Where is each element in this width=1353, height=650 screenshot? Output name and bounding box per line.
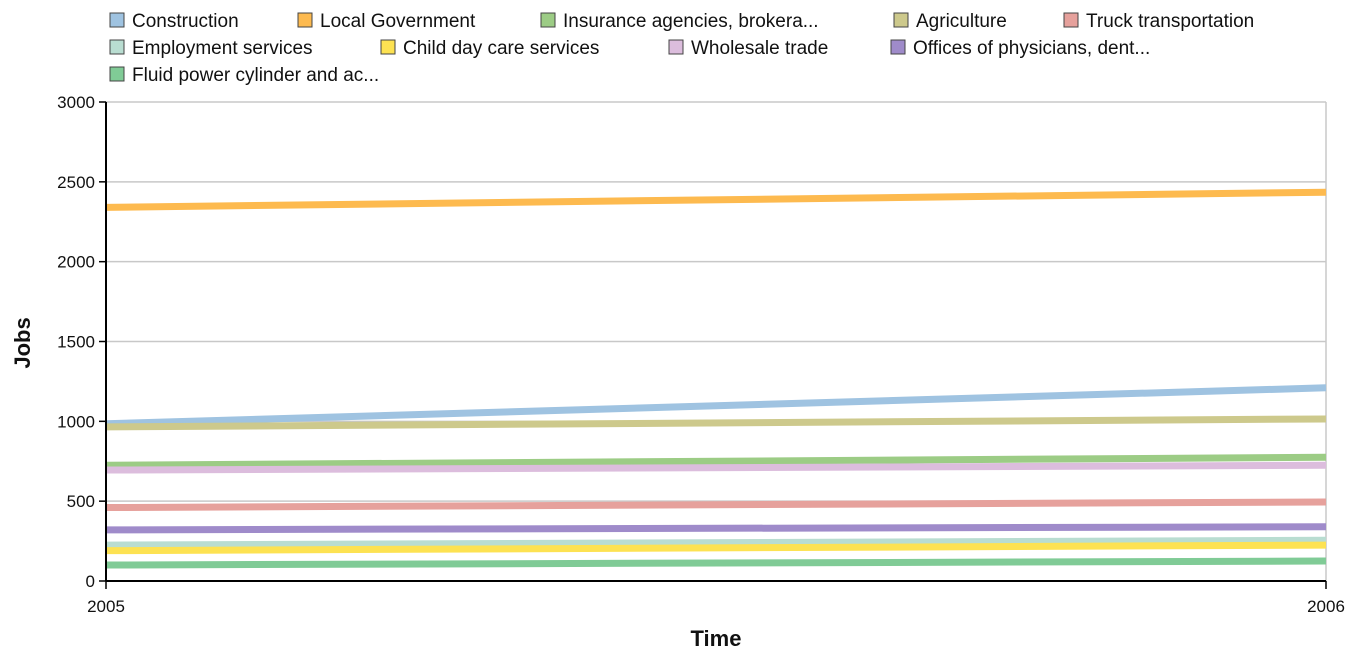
y-tick-label: 2000 [57,253,95,272]
legend-label: Agriculture [916,11,1007,32]
y-tick-label: 3000 [57,93,95,112]
legend-item[interactable]: Offices of physicians, dent... [890,38,1150,59]
legend-label: Child day care services [403,38,599,59]
legend-item[interactable]: Construction [109,11,239,32]
legend-label: Local Government [320,11,476,32]
legend-label: Offices of physicians, dent... [913,38,1150,59]
legend-swatch [109,66,125,82]
legend-label: Employment services [132,38,313,59]
legend-item[interactable]: Agriculture [893,11,1007,32]
x-axis-title: Time [691,626,742,650]
legend-label: Insurance agencies, brokera... [563,11,819,32]
legend-swatch [890,39,906,55]
legend-label: Fluid power cylinder and ac... [132,65,379,86]
y-tick-label: 1000 [57,412,95,431]
legend-label: Wholesale trade [691,38,828,59]
y-tick-label: 500 [67,492,95,511]
series-line [105,461,1327,474]
series-line [105,188,1327,211]
legend-swatch [1063,12,1079,28]
series-line [105,541,1327,555]
series-line [105,453,1327,469]
legend-swatch [380,39,396,55]
series-line [105,557,1327,569]
axes: Jobs Time 0 500 1000 1500 2000 2500 3000 2005 20… [10,93,1345,650]
y-tick-label: 0 [86,572,95,591]
x-tick-label: 2005 [87,597,125,616]
legend-swatch [297,12,313,28]
series-line [105,536,1327,549]
y-tick-label: 1500 [57,333,95,352]
legend-item[interactable]: Child day care services [380,38,599,59]
legend: Construction Local Government Insurance ag… [109,11,1254,86]
legend-swatch [109,12,125,28]
legend-item[interactable]: Local Government [297,11,476,32]
legend-label: Construction [132,11,239,32]
legend-swatch [893,12,909,28]
series-line [105,415,1327,431]
series-line [105,498,1327,512]
series-line [105,384,1327,428]
legend-item[interactable]: Fluid power cylinder and ac... [109,65,379,86]
legend-item[interactable]: Truck transportation [1063,11,1254,32]
series-line [105,523,1327,534]
legend-item[interactable]: Wholesale trade [668,38,828,59]
legend-label: Truck transportation [1086,11,1254,32]
series-lines [105,188,1327,569]
legend-swatch [668,39,684,55]
x-tick-label: 2006 [1307,597,1345,616]
legend-item[interactable]: Employment services [109,38,313,59]
legend-swatch [109,39,125,55]
legend-swatch [540,12,556,28]
y-tick-label: 2500 [57,173,95,192]
y-axis-title: Jobs [10,317,35,368]
legend-item[interactable]: Insurance agencies, brokera... [540,11,819,32]
